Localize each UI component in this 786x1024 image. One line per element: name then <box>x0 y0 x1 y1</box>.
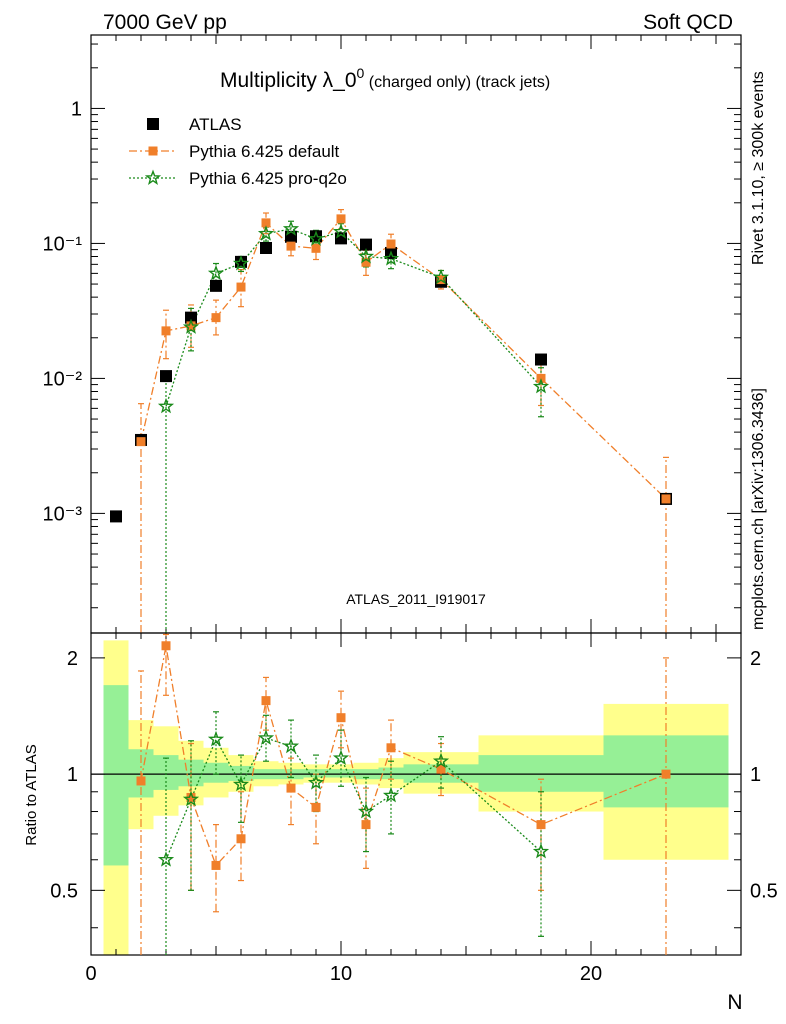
x-tick-label: 0 <box>85 963 96 985</box>
default-point <box>361 257 371 267</box>
default-point <box>386 239 396 249</box>
legend-label-atlas: ATLAS <box>189 115 242 134</box>
ratio-proq2o-point <box>532 843 550 859</box>
ratio-default-point <box>161 641 171 651</box>
ratio-default-point <box>311 802 321 812</box>
default-point <box>186 321 196 331</box>
default-point <box>661 494 671 504</box>
ratio-default-point <box>261 696 271 706</box>
ratio-panel: 0 10 20 0.5 0.5 1 1 2 2 <box>50 632 778 985</box>
ratio-proq2o-point <box>307 774 325 790</box>
legend-default-marker <box>148 146 158 156</box>
ratio-default-line <box>140 645 667 867</box>
proq2o-point <box>307 230 325 246</box>
default-point <box>236 282 246 292</box>
header-left: 7000 GeV pp <box>103 11 227 34</box>
ratio-y-tick-label-right: 1 <box>750 764 761 786</box>
chart-title-main: Multiplicity λ_0 <box>220 69 357 92</box>
proq2o-point <box>232 254 250 271</box>
ratio-band-inner <box>303 769 329 778</box>
proq2o-point <box>432 268 450 285</box>
ratio-proq2o-point <box>432 752 450 769</box>
ratio-default-point <box>136 776 146 786</box>
ratio-default-point <box>236 834 246 844</box>
ratio-band-inner <box>103 685 129 866</box>
rivet-label: Rivet 3.1.10, ≥ 300k events <box>750 71 767 265</box>
ratio-proq2o-point <box>257 729 275 745</box>
ratio-y-tick-label: 2 <box>67 648 78 670</box>
legend: ATLAS Pythia 6.425 default Pythia 6.425 pr… <box>129 115 347 188</box>
default-point <box>286 241 296 251</box>
ratio-proq2o-point <box>282 737 300 754</box>
ratio-y-tick-label: 0.5 <box>50 880 78 902</box>
ratio-default-point <box>336 713 346 723</box>
main-y-tick-label: 10⁻² <box>43 368 83 390</box>
x-tick-label: 10 <box>330 963 352 985</box>
atlas-point <box>210 279 222 292</box>
proq2o-point <box>207 264 225 281</box>
main-y-tick-label: 1 <box>71 98 82 120</box>
ratio-default-point <box>436 764 446 774</box>
x-tick-label: 20 <box>580 963 602 985</box>
chart-title-sup: 0 <box>357 65 365 81</box>
ratio-y-axis-label: Ratio to ATLAS <box>23 744 40 845</box>
legend-proq2o-marker <box>144 169 162 185</box>
ratio-band-inner <box>153 755 179 790</box>
proq2o-point <box>257 225 275 241</box>
default-point <box>161 326 171 336</box>
chart-title: Multiplicity λ_00 (charged only) (track … <box>220 65 550 92</box>
proq2o-point <box>357 247 375 264</box>
ratio-y-tick-label-right: 2 <box>750 648 761 670</box>
atlas-point <box>185 311 197 324</box>
proq2o-point <box>182 318 200 334</box>
ratio-default-point <box>386 743 396 753</box>
main-y-tick-label: 10⁻³ <box>43 503 83 525</box>
ratio-default-point <box>211 860 221 870</box>
atlas-point <box>360 238 372 251</box>
header-right: Soft QCD <box>643 11 733 34</box>
proq2o-point <box>157 397 175 414</box>
proq2o-point <box>282 220 300 236</box>
ratio-proq2o-point <box>182 790 200 807</box>
atlas-point <box>535 353 547 366</box>
proq2o-line <box>165 228 542 407</box>
ratio-proq2o-point <box>357 802 375 819</box>
atlas-point <box>285 230 297 243</box>
atlas-point <box>110 510 122 523</box>
ratio-proq2o-point <box>382 786 400 803</box>
legend-label-default: Pythia 6.425 default <box>189 142 340 161</box>
mcplots-label: mcplots.cern.ch [arXiv:1306.3436] <box>750 388 767 630</box>
ratio-proq2o-point <box>332 749 350 766</box>
default-line <box>140 217 667 500</box>
ratio-default-point <box>661 769 671 779</box>
ratio-proq2o-point <box>207 730 225 747</box>
chart-title-suffix: (charged only) (track jets) <box>364 74 550 91</box>
ratio-y-tick-label-right: 0.5 <box>750 880 778 902</box>
atlas-point <box>260 241 272 254</box>
default-point <box>136 437 146 447</box>
default-point <box>211 313 221 323</box>
analysis-watermark: ATLAS_2011_I919017 <box>346 591 486 607</box>
default-point <box>311 243 321 253</box>
ratio-proq2o-point <box>232 775 250 792</box>
main-y-tick-label: 10⁻¹ <box>43 233 83 255</box>
ratio-default-point <box>286 783 296 793</box>
default-point <box>261 218 271 228</box>
main-panel: 1 10⁻¹ 10⁻² 10⁻³ <box>43 34 742 634</box>
proq2o-point <box>382 250 400 266</box>
ratio-default-point <box>361 820 371 830</box>
default-point <box>336 214 346 224</box>
atlas-point <box>160 370 172 383</box>
x-axis-label: N <box>727 991 742 1014</box>
ratio-band-inner <box>478 755 604 792</box>
ratio-default-point <box>186 792 196 802</box>
ratio-proq2o-point <box>157 851 175 867</box>
legend-label-proq2o: Pythia 6.425 pro-q2o <box>189 169 347 188</box>
legend-atlas-marker <box>147 118 159 130</box>
ratio-default-point <box>536 820 546 830</box>
proq2o-point <box>332 223 350 239</box>
proq2o-point <box>532 378 550 394</box>
ratio-y-tick-label: 1 <box>67 764 78 786</box>
